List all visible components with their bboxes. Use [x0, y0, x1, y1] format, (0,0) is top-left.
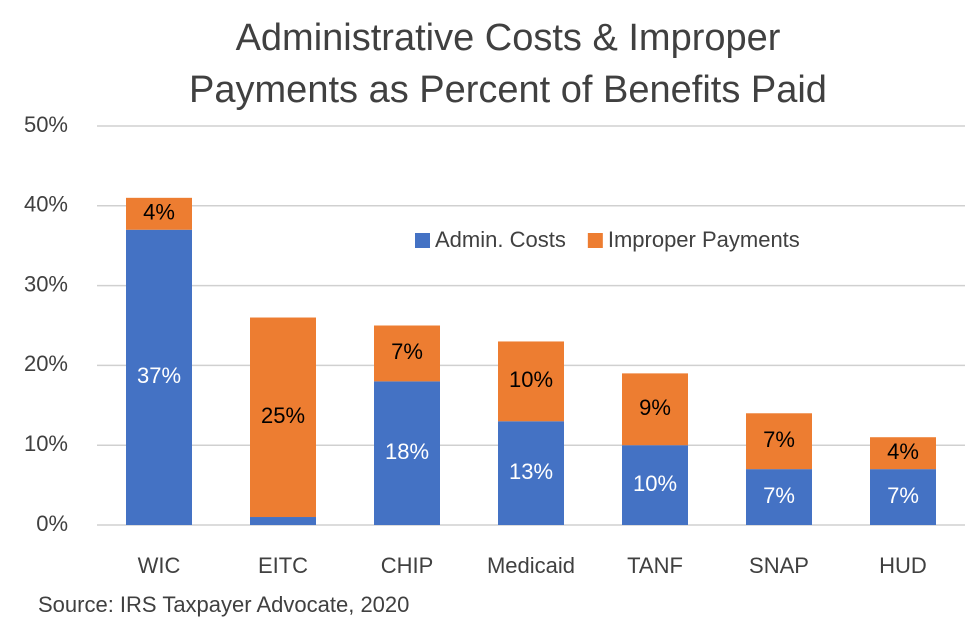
data-label: 37%	[137, 363, 181, 388]
x-tick-label: EITC	[258, 553, 308, 578]
data-label: 10%	[633, 471, 677, 496]
bar-segment	[870, 437, 936, 470]
y-tick-label: 40%	[24, 192, 68, 217]
bar-segment	[250, 517, 316, 525]
bar-segment	[746, 469, 812, 525]
bar-segment	[498, 341, 564, 422]
x-tick-label: Medicaid	[487, 553, 575, 578]
y-tick-label: 10%	[24, 431, 68, 456]
y-tick-label: 0%	[36, 511, 68, 536]
legend-swatch	[415, 233, 430, 248]
bar-segment	[250, 317, 316, 518]
bar-segment	[374, 325, 440, 382]
chart-title: Administrative Costs & Improper	[236, 17, 781, 59]
data-label: 7%	[391, 339, 423, 364]
data-label: 10%	[509, 367, 553, 392]
bar-segment	[870, 469, 936, 525]
legend-swatch	[587, 233, 603, 248]
legend-label: Admin. Costs	[435, 227, 566, 252]
data-label: 25%	[261, 403, 305, 428]
chart-title: Payments as Percent of Benefits Paid	[189, 69, 827, 111]
bar-segment	[746, 413, 812, 470]
bar-segment	[126, 229, 192, 526]
y-tick-label: 50%	[24, 112, 68, 137]
bar-segment	[622, 373, 688, 446]
x-tick-label: CHIP	[381, 553, 434, 578]
data-label: 4%	[143, 200, 175, 225]
x-tick-label: HUD	[879, 553, 927, 578]
data-label: 7%	[887, 483, 919, 508]
data-label: 7%	[763, 483, 795, 508]
data-label: 4%	[887, 439, 919, 464]
bar-segment	[374, 381, 440, 525]
y-tick-label: 20%	[24, 351, 68, 376]
data-label: 18%	[385, 439, 429, 464]
data-label: 9%	[639, 395, 671, 420]
x-tick-label: SNAP	[749, 553, 809, 578]
bar-segment	[622, 445, 688, 525]
bar-segment	[498, 421, 564, 525]
x-tick-label: WIC	[138, 553, 181, 578]
bar-segment	[126, 197, 192, 230]
y-tick-label: 30%	[24, 271, 68, 296]
data-label: 13%	[509, 459, 553, 484]
data-label: 7%	[763, 427, 795, 452]
x-tick-label: TANF	[627, 553, 683, 578]
legend-label: Improper Payments	[608, 227, 800, 252]
source-note: Source: IRS Taxpayer Advocate, 2020	[38, 592, 409, 617]
